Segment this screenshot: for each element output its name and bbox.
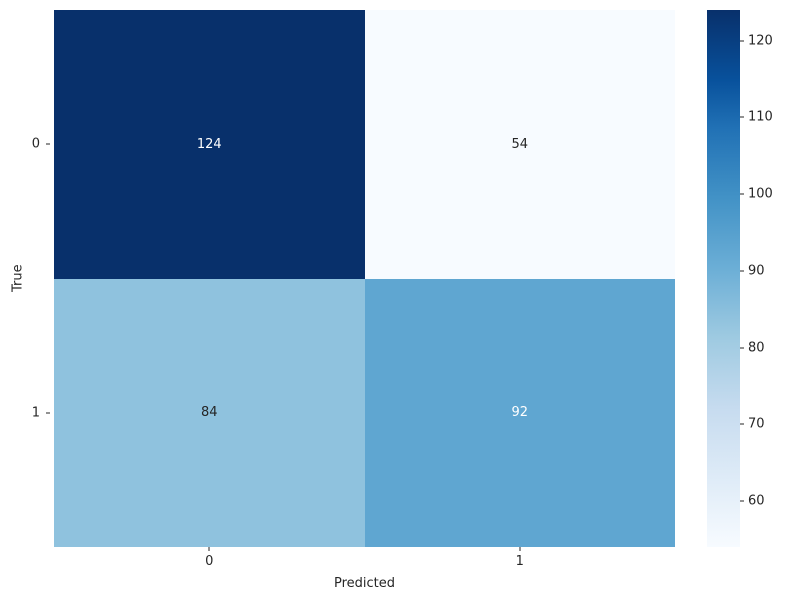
heatmap-cell-1-1: 92 <box>364 278 675 547</box>
x-axis-label: Predicted <box>333 576 396 591</box>
colorbar-tick-mark <box>740 116 744 118</box>
y-tick-mark <box>46 143 50 145</box>
colorbar-tick-label: 100 <box>748 186 773 202</box>
colorbar-tick-labels: 60 70 80 90 100 110 120 <box>740 10 785 547</box>
colorbar <box>707 10 740 547</box>
x-tick-mark <box>208 547 210 551</box>
colorbar-tick-label: 80 <box>748 340 765 356</box>
colorbar-tick-mark <box>740 347 744 349</box>
colorbar-tick-label: 60 <box>748 493 765 509</box>
y-tick-label: 1 <box>31 405 40 421</box>
colorbar-tick-label: 90 <box>748 263 765 279</box>
x-tick-mark <box>519 547 521 551</box>
colorbar-tick-label: 70 <box>748 416 765 432</box>
cell-value-label: 54 <box>511 136 529 152</box>
cell-value-label: 84 <box>200 405 218 421</box>
cell-value-label: 124 <box>196 136 222 152</box>
colorbar-tick-label: 110 <box>748 109 773 125</box>
colorbar-tick-label: 120 <box>748 33 773 49</box>
heatmap: 124 54 84 92 <box>54 10 675 547</box>
y-tick-mark <box>46 412 50 414</box>
x-tick-label: 0 <box>205 554 214 569</box>
heatmap-cell-0-1: 54 <box>364 10 675 279</box>
y-tick-label: 0 <box>31 136 40 152</box>
colorbar-tick-mark <box>740 500 744 502</box>
colorbar-tick-mark <box>740 40 744 42</box>
heatmap-cell-0-0: 124 <box>54 10 365 279</box>
colorbar-tick-mark <box>740 193 744 195</box>
cell-value-label: 92 <box>511 405 529 421</box>
x-tick-label: 1 <box>515 554 524 569</box>
heatmap-cell-1-0: 84 <box>54 278 365 547</box>
colorbar-tick-mark <box>740 270 744 272</box>
colorbar-tick-mark <box>740 423 744 425</box>
